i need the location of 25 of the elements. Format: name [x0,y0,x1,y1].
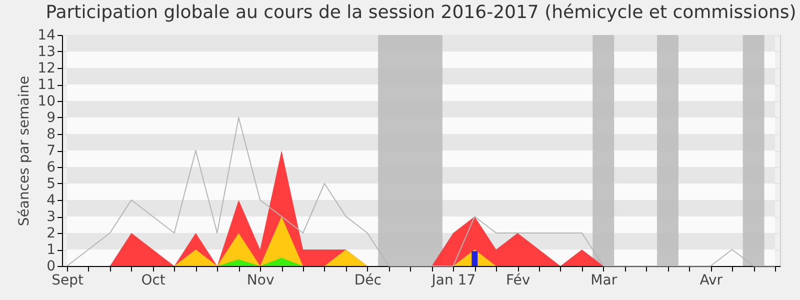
x-tick-label: Oct [141,272,166,288]
x-tick-label: Mar [590,272,618,288]
y-tick-label: 1 [46,242,56,258]
y-tick-label: 0 [46,258,56,274]
y-tick-label: 11 [38,77,56,93]
y-tick-label: 5 [46,176,56,192]
y-tick-label: 6 [46,160,56,176]
y-tick-label: 4 [46,192,56,208]
y-tick-label: 7 [46,143,56,159]
chart-title: Participation globale au cours de la session 2016-2017 (hémicycle et commissions) [46,2,796,23]
y-tick-label: 2 [46,226,56,242]
y-tick-label: 9 [46,110,56,126]
x-tick-label: Avr [700,272,723,288]
y-tick-label: 3 [46,209,56,225]
x-tick-label: Sept [52,272,84,288]
x-tick-label: Fév [506,272,530,288]
y-tick-label: 13 [38,44,56,60]
y-tick-label: 12 [38,60,56,76]
y-axis-title: Séances par semaine [16,76,33,226]
x-tick-label: Nov [246,272,274,288]
y-tick-label: 8 [46,126,56,142]
x-tick-label: Jan 17 [430,272,476,288]
x-tick-label: Déc [354,272,382,288]
y-tick-label: 14 [38,28,56,44]
y-tick-label: 10 [38,94,56,110]
